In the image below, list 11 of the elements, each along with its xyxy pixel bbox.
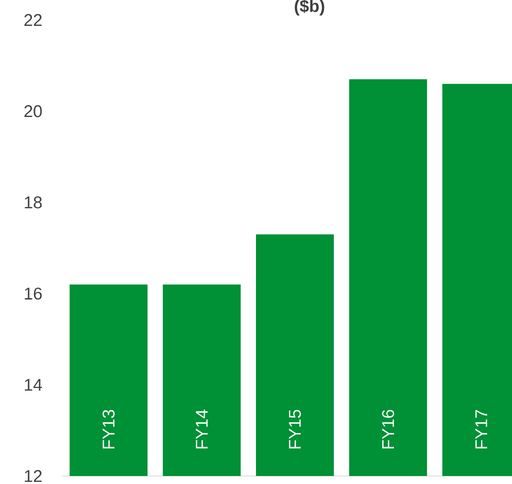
y-tick-label: 18	[24, 196, 42, 208]
x-tick-label: FY14	[196, 410, 208, 448]
y-tick-label: 16	[24, 288, 42, 300]
y-tick-label: 14	[24, 378, 42, 391]
y-tick-label: 22	[24, 14, 42, 26]
x-tick-label: FY13	[102, 410, 115, 448]
y-tick-label: 20	[24, 105, 42, 118]
y-tick-label: 12	[24, 470, 42, 482]
x-tick-label: FY17	[475, 410, 488, 448]
x-tick-label: FY15	[288, 410, 301, 448]
x-tick-label: FY16	[382, 410, 394, 448]
